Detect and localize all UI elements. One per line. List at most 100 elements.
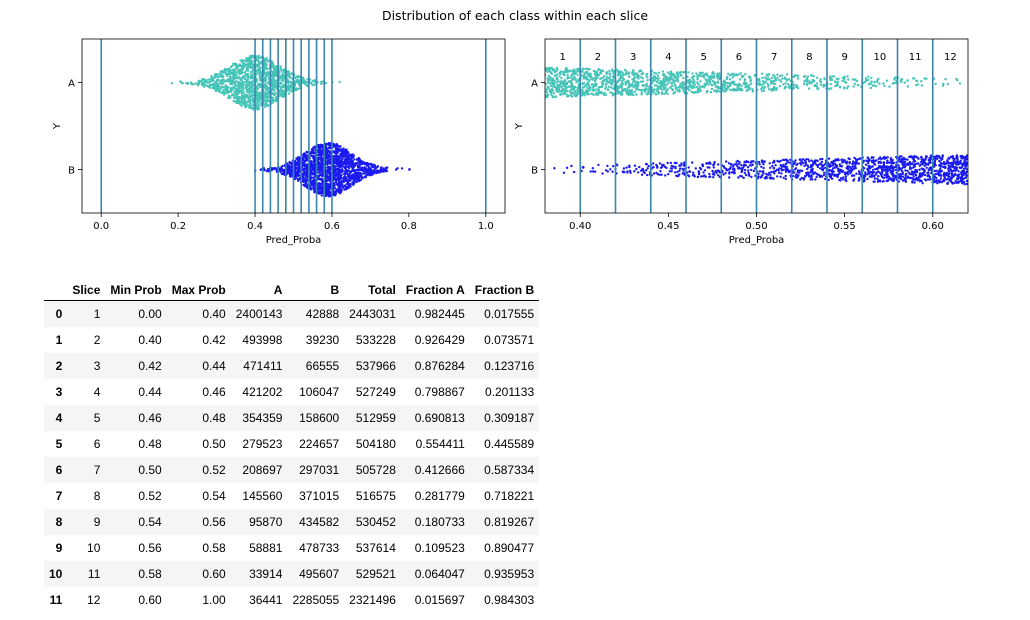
data-point-A bbox=[580, 94, 584, 97]
data-point-A bbox=[216, 73, 219, 76]
data-point-B bbox=[638, 165, 641, 169]
data-point-A bbox=[557, 88, 561, 91]
data-point-A bbox=[610, 81, 614, 84]
data-point-A bbox=[610, 68, 614, 71]
data-point-A bbox=[590, 77, 594, 81]
data-point-A bbox=[236, 84, 239, 88]
data-point-A bbox=[297, 87, 300, 91]
data-point-A bbox=[772, 74, 775, 77]
data-point-A bbox=[273, 73, 276, 77]
data-point-A bbox=[692, 81, 695, 85]
data-point-A bbox=[593, 89, 596, 92]
data-point-A bbox=[852, 85, 855, 88]
data-point-A bbox=[774, 77, 777, 81]
data-point-A bbox=[251, 104, 254, 107]
data-point-A bbox=[558, 75, 561, 78]
data-point-A bbox=[264, 101, 268, 104]
data-point-A bbox=[234, 90, 237, 93]
data-point-A bbox=[747, 88, 751, 91]
data-point-A bbox=[787, 83, 790, 86]
data-point-A bbox=[597, 90, 601, 94]
data-point-A bbox=[582, 90, 585, 93]
data-point-A bbox=[556, 77, 559, 81]
data-point-A bbox=[266, 60, 270, 63]
data-point-B bbox=[655, 171, 658, 175]
data-point-A bbox=[245, 59, 249, 62]
data-point-A bbox=[612, 77, 615, 80]
data-point-A bbox=[240, 60, 244, 64]
data-point-A bbox=[546, 77, 549, 80]
data-point-A bbox=[784, 82, 787, 85]
data-point-A bbox=[575, 81, 578, 84]
data-point-B bbox=[853, 156, 856, 160]
data-point-A bbox=[582, 81, 586, 85]
data-point-A bbox=[661, 88, 664, 91]
data-point-A bbox=[806, 79, 809, 82]
data-point-A bbox=[815, 84, 818, 88]
data-point-A bbox=[611, 70, 614, 73]
data-point-A bbox=[246, 78, 250, 82]
data-point-A bbox=[574, 70, 577, 73]
data-point-B bbox=[746, 166, 750, 169]
data-point-A bbox=[806, 75, 810, 78]
data-point-A bbox=[566, 95, 569, 98]
data-point-A bbox=[257, 60, 260, 63]
data-point-A bbox=[832, 75, 835, 78]
data-point-A bbox=[690, 76, 694, 79]
data-point-A bbox=[563, 81, 566, 84]
data-point-A bbox=[264, 105, 267, 109]
data-point-A bbox=[608, 72, 612, 75]
data-point-A bbox=[560, 77, 563, 80]
data-point-A bbox=[770, 76, 774, 80]
data-point-A bbox=[586, 86, 589, 89]
data-point-B bbox=[794, 159, 797, 162]
data-point-A bbox=[680, 74, 683, 77]
data-point-A bbox=[723, 85, 726, 89]
data-point-A bbox=[646, 79, 649, 82]
data-point-A bbox=[663, 92, 666, 96]
data-point-A bbox=[242, 62, 245, 65]
data-point-A bbox=[240, 89, 243, 93]
data-point-A bbox=[245, 57, 248, 60]
data-point-A bbox=[244, 102, 247, 105]
data-point-A bbox=[263, 98, 266, 101]
data-point-A bbox=[565, 81, 569, 85]
data-point-B bbox=[687, 166, 690, 169]
data-point-A bbox=[244, 86, 247, 90]
data-point-A bbox=[288, 86, 292, 90]
data-point-A bbox=[700, 85, 704, 89]
data-point-A bbox=[564, 70, 567, 73]
data-point-A bbox=[201, 81, 204, 85]
data-point-A bbox=[682, 90, 686, 93]
data-point-A bbox=[294, 81, 297, 84]
data-point-A bbox=[216, 75, 220, 78]
data-point-A bbox=[215, 81, 218, 84]
data-point-A bbox=[214, 73, 217, 76]
data-point-A bbox=[692, 75, 696, 78]
data-point-A bbox=[570, 84, 573, 88]
data-point-A bbox=[767, 73, 771, 76]
data-point-A bbox=[841, 76, 845, 79]
data-point-A bbox=[780, 74, 784, 77]
data-point-A bbox=[252, 106, 255, 110]
data-point-A bbox=[266, 74, 269, 77]
data-point-A bbox=[220, 70, 223, 73]
data-point-A bbox=[749, 79, 753, 82]
data-point-A bbox=[566, 77, 569, 80]
data-point-A bbox=[570, 95, 574, 98]
data-point-A bbox=[878, 82, 881, 85]
data-point-A bbox=[699, 89, 702, 93]
data-point-A bbox=[249, 103, 252, 106]
data-point-A bbox=[247, 81, 250, 85]
data-point-A bbox=[600, 85, 604, 89]
data-point-A bbox=[248, 55, 252, 58]
data-point-A bbox=[730, 81, 733, 85]
data-point-A bbox=[297, 75, 301, 78]
data-point-A bbox=[237, 71, 241, 75]
data-point-A bbox=[233, 81, 236, 85]
data-point-A bbox=[266, 88, 269, 92]
data-point-A bbox=[618, 78, 622, 82]
data-point-A bbox=[654, 93, 658, 96]
data-point-A bbox=[627, 93, 630, 97]
data-point-A bbox=[597, 86, 600, 89]
